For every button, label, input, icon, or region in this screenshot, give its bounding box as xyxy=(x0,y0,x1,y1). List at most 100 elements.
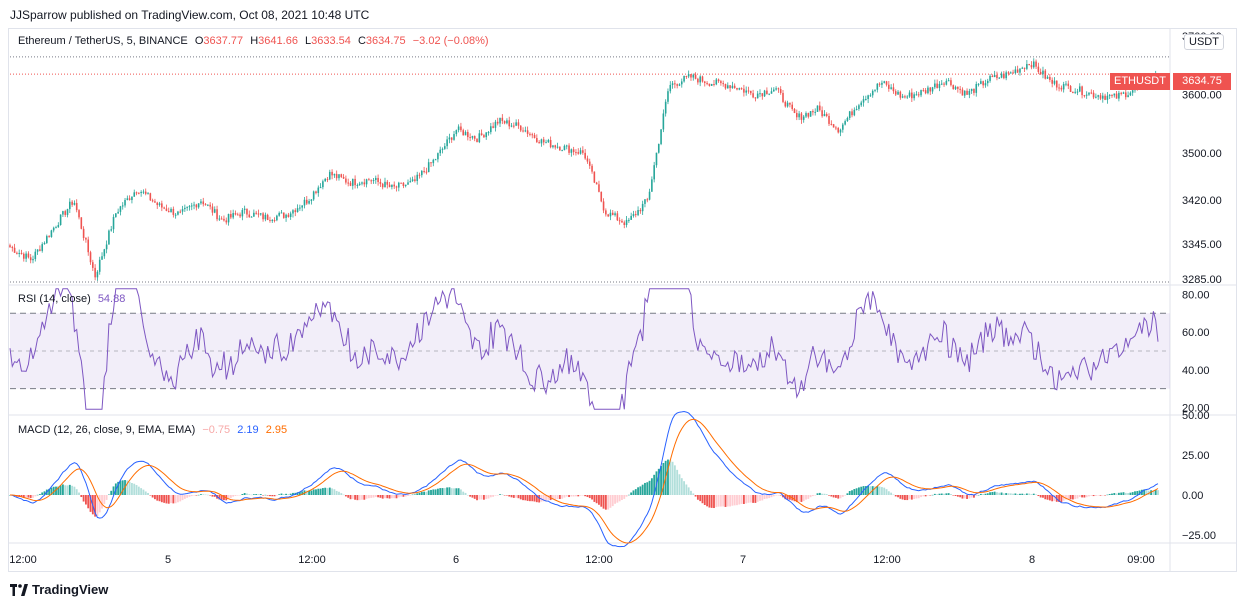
macd-histogram-bar xyxy=(1143,489,1146,495)
macd-histogram-bar xyxy=(427,490,430,495)
macd-histogram-bar xyxy=(1106,494,1109,496)
candle-body xyxy=(395,186,398,188)
candle-body xyxy=(970,88,973,91)
candle-body xyxy=(630,215,632,220)
macd-histogram-bar xyxy=(384,495,386,499)
candle-body xyxy=(1062,84,1065,90)
macd-histogram-bar xyxy=(499,494,501,495)
candle-body xyxy=(457,126,460,131)
rsi-axis-tick: 40.00 xyxy=(1182,365,1210,377)
macd-histogram-bar xyxy=(844,495,847,496)
macd-histogram-bar xyxy=(616,495,619,503)
macd-histogram-bar xyxy=(282,494,285,495)
candle-body xyxy=(368,179,370,181)
candle-body xyxy=(1046,76,1049,79)
macd-histogram-bar xyxy=(517,495,520,499)
candle-body xyxy=(519,125,522,131)
macd-histogram-bar xyxy=(250,494,253,496)
candle-body xyxy=(653,165,655,180)
macd-histogram-bar xyxy=(899,495,902,499)
candle-body xyxy=(899,91,902,98)
candle-body xyxy=(273,220,276,222)
candle-body xyxy=(356,184,359,186)
macd-histogram-bar xyxy=(805,495,807,500)
candle-body xyxy=(1039,71,1042,75)
macd-histogram-bar xyxy=(278,494,281,495)
macd-histogram-bar xyxy=(1111,493,1113,495)
macd-histogram-bar xyxy=(710,495,713,508)
macd-histogram-bar xyxy=(386,495,389,499)
macd-histogram-bar xyxy=(409,495,412,496)
candle-body xyxy=(1120,92,1122,94)
candle-body xyxy=(945,80,948,85)
macd-histogram-bar xyxy=(1032,493,1035,495)
candle-body xyxy=(165,208,168,211)
macd-histogram-bar xyxy=(887,491,890,495)
candle-body xyxy=(27,253,30,258)
macd-histogram-bar xyxy=(61,484,64,495)
macd-histogram-bar xyxy=(232,495,235,497)
candle-body xyxy=(943,83,945,85)
macd-histogram-bar xyxy=(724,495,727,507)
macd-histogram-bar xyxy=(565,495,568,497)
candle-body xyxy=(494,121,497,128)
candle-body xyxy=(301,205,303,208)
candle-body xyxy=(87,239,90,253)
macd-histogram-bar xyxy=(1157,490,1159,495)
candle-body xyxy=(572,149,575,153)
candle-body xyxy=(646,199,649,201)
candle-body xyxy=(692,74,695,78)
candle-body xyxy=(393,184,396,187)
macd-histogram-bar xyxy=(1060,495,1063,503)
candle-body xyxy=(950,80,952,86)
candle-body xyxy=(701,76,704,82)
candle-body xyxy=(720,81,722,84)
candle-body xyxy=(144,191,147,194)
macd-histogram-bar xyxy=(1129,492,1132,495)
price-axis-tick: 3420.00 xyxy=(1182,195,1222,207)
macd-histogram-bar xyxy=(1000,492,1003,495)
macd-histogram-bar xyxy=(347,495,350,498)
macd-histogram-bar xyxy=(867,485,870,495)
candle-body xyxy=(147,193,149,195)
macd-histogram-bar xyxy=(335,490,338,495)
footer-logo[interactable]: TradingView xyxy=(10,582,108,597)
currency-button[interactable]: USDT xyxy=(1184,34,1224,50)
rsi-axis-tick: 20.00 xyxy=(1182,402,1210,414)
candle-body xyxy=(232,213,234,218)
macd-histogram-bar xyxy=(660,466,662,495)
macd-histogram-bar xyxy=(1088,495,1090,497)
macd-histogram-bar xyxy=(855,488,858,495)
macd-histogram-bar xyxy=(1117,492,1120,495)
candle-body xyxy=(71,201,73,205)
candle-body xyxy=(874,89,876,91)
high-value: 3641.66 xyxy=(258,35,298,47)
candle-body xyxy=(94,267,96,278)
macd-histogram-bar xyxy=(701,495,704,504)
last-price-tag: 3634.75 xyxy=(1173,73,1231,90)
candle-body xyxy=(496,121,499,124)
candle-body xyxy=(917,94,920,96)
macd-histogram-bar xyxy=(846,493,849,495)
candle-body xyxy=(752,93,754,98)
time-axis-tick: 6 xyxy=(453,554,459,566)
candle-body xyxy=(92,262,94,268)
macd-histogram-bar xyxy=(413,494,416,495)
candle-body xyxy=(977,83,980,85)
candle-body xyxy=(618,220,621,222)
time-axis-tick: 8 xyxy=(1029,554,1035,566)
candle-body xyxy=(662,113,665,130)
macd-histogram-bar xyxy=(80,495,83,498)
macd-histogram-bar xyxy=(374,495,377,497)
macd-histogram-bar xyxy=(763,495,766,500)
macd-histogram-bar xyxy=(1136,491,1139,495)
candle-body xyxy=(563,145,566,151)
candle-body xyxy=(996,74,998,79)
candle-body xyxy=(706,82,708,84)
macd-histogram-bar xyxy=(55,486,57,495)
macd-histogram-bar xyxy=(943,493,945,495)
candle-body xyxy=(167,210,170,213)
macd-histogram-bar xyxy=(639,486,642,495)
macd-histogram-bar xyxy=(333,489,336,495)
